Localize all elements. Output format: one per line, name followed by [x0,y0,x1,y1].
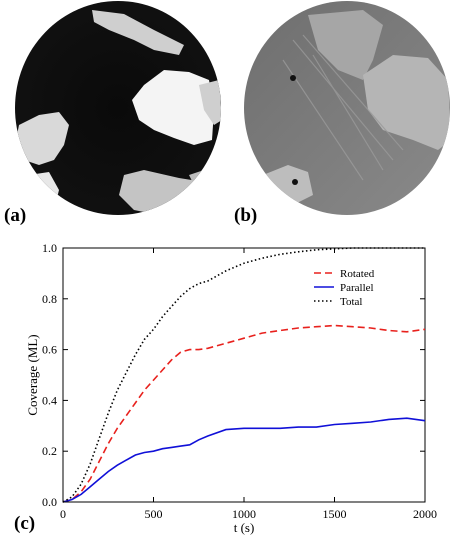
series-line-rotated [62,324,426,503]
micrograph-b-image [244,1,450,215]
x-axis-label: t (s) [234,520,255,535]
series-layer [62,247,426,503]
series-line-total [62,247,425,503]
panel-label-c: (c) [14,513,36,534]
y-tick-label: 0.0 [42,495,57,509]
micrograph-a-image [15,1,221,215]
y-tick-label: 1.0 [42,241,57,255]
ticks-layer: 0 500 1000 1500 2000 0.0 0.2 0.4 0.6 0.8 1.0 [42,241,437,521]
coverage-chart: 0 500 1000 1500 2000 0.0 0.2 0.4 0.6 0.8 1.0 Cover… [25,241,437,535]
y-tick-label: 0.4 [42,393,57,407]
micrograph-a [14,0,222,216]
legend-label-rotated: Rotated [340,268,375,280]
legend: Rotated Parallel Total [314,268,375,308]
legend-label-total: Total [340,296,362,308]
x-tick-label: 500 [145,507,163,521]
y-tick-label: 0.8 [42,292,57,306]
series-line-parallel [62,417,426,503]
x-tick-label: 1000 [232,507,256,521]
x-tick-label: 1500 [323,507,347,521]
x-tick-label: 2000 [413,507,437,521]
y-axis-label: Coverage (ML) [25,334,40,415]
y-tick-label: 0.6 [42,343,57,357]
y-tick-label: 0.2 [42,444,57,458]
x-tick-label: 0 [60,507,66,521]
panel-label-a: (a) [4,205,27,226]
micrograph-b [243,0,451,216]
panel-label-b: (b) [234,205,258,226]
legend-label-parallel: Parallel [340,282,374,294]
